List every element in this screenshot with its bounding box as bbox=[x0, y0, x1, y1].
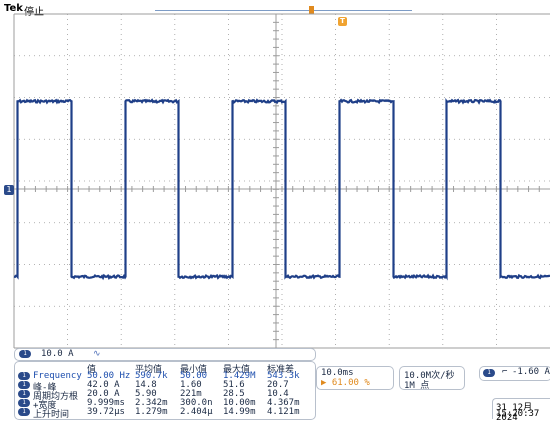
trigger-source-badge: 1 bbox=[483, 369, 495, 377]
bandwidth-limit-icon: ∿ bbox=[93, 349, 101, 359]
time: 15:20:37 bbox=[496, 409, 540, 419]
record-length: 1M 点 bbox=[404, 381, 430, 391]
measurement-max: 14.99m bbox=[223, 407, 256, 417]
measurement-value: 42.0 A bbox=[87, 380, 120, 390]
horizontal-position-track[interactable] bbox=[155, 10, 412, 11]
measurement-name: Frequency bbox=[33, 371, 82, 381]
time-per-division: 10.0ms bbox=[321, 368, 354, 378]
measurement-value: 20.0 A bbox=[87, 389, 120, 399]
measurement-value: 9.999ms bbox=[87, 398, 125, 408]
measurement-table[interactable]: 值 平均值 最小值 最大值 标准差 1 Frequency 50.00 Hz 5… bbox=[14, 361, 316, 420]
measurement-max: 1.429M bbox=[223, 371, 256, 381]
measurement-value: 50.00 Hz bbox=[87, 371, 131, 381]
column-header: 最小值 bbox=[180, 365, 208, 375]
measurement-mean: 14.8 bbox=[135, 380, 157, 390]
column-header: 标准差 bbox=[267, 365, 295, 375]
measurement-channel-badge: 1 bbox=[18, 408, 30, 416]
measurement-max: 51.6 bbox=[223, 380, 245, 390]
column-header: 最大值 bbox=[223, 365, 251, 375]
date-time-display: 31 12月 2024 15:20:37 bbox=[492, 398, 550, 423]
horizontal-position-value: 61.00 % bbox=[331, 378, 370, 388]
measurement-value: 39.72µs bbox=[87, 407, 125, 417]
trigger-level: -1.60 A bbox=[512, 367, 550, 377]
trigger-position-marker[interactable]: T bbox=[338, 17, 347, 26]
measurement-channel-badge: 1 bbox=[18, 390, 30, 398]
measurement-max: 10.00m bbox=[223, 398, 256, 408]
measurement-mean: 2.342m bbox=[135, 398, 168, 408]
measurement-channel-badge: 1 bbox=[18, 372, 30, 380]
measurement-name: 周期均方根 bbox=[33, 392, 79, 402]
measurement-mean: 5.90 bbox=[135, 389, 157, 399]
measurement-std: 4.367m bbox=[267, 398, 300, 408]
measurement-mean: 1.279m bbox=[135, 407, 168, 417]
measurement-channel-badge: 1 bbox=[18, 381, 30, 389]
measurement-row[interactable]: 1 上升时间 39.72µs 1.279m 2.404µ 14.99m 4.12… bbox=[15, 407, 315, 420]
measurement-name: 上升时间 bbox=[33, 410, 70, 420]
channel1-ground-marker[interactable]: 1 bbox=[4, 185, 14, 195]
sample-rate: 10.0M次/秒 bbox=[404, 371, 455, 381]
position-arrow-icon: ▶ bbox=[321, 378, 327, 388]
measurement-mean: 590.7k bbox=[135, 371, 168, 381]
measurement-row[interactable]: 1 周期均方根 20.0 A 5.90 221m 28.5 10.4 bbox=[15, 389, 315, 402]
channel1-waveform bbox=[13, 97, 550, 281]
brand-logo: Tek bbox=[4, 3, 23, 14]
channel1-scale-panel[interactable]: 1 10.0 A ∿ bbox=[14, 348, 316, 361]
measurement-min: 50.00 bbox=[180, 371, 208, 381]
measurement-row[interactable]: 1 峰-峰 42.0 A 14.8 1.60 51.6 20.7 bbox=[15, 380, 315, 393]
measurement-min: 300.0n bbox=[180, 398, 213, 408]
measurement-row[interactable]: 1 Frequency 50.00 Hz 590.7k 50.00 1.429M… bbox=[15, 371, 315, 381]
horizontal-timebase-panel[interactable]: 10.0ms ▶ 61.00 % bbox=[316, 366, 394, 390]
column-header: 值 bbox=[87, 365, 97, 375]
graticule bbox=[13, 13, 550, 349]
measurement-row[interactable]: 1 +宽度 9.999ms 2.342m 300.0n 10.00m 4.367… bbox=[15, 398, 315, 411]
top-status-bar: Tek 停止 T bbox=[0, 0, 550, 26]
horizontal-position-marker[interactable] bbox=[309, 6, 314, 14]
column-header: 平均值 bbox=[135, 365, 163, 375]
horizontal-position: ▶ 61.00 % bbox=[321, 378, 370, 388]
measurement-min: 221m bbox=[180, 389, 202, 399]
rising-edge-icon: ⌐ bbox=[502, 367, 508, 377]
measurement-std: 4.121m bbox=[267, 407, 300, 417]
channel1-scale: 10.0 A bbox=[41, 349, 74, 359]
trigger-panel[interactable]: 1 ⌐ -1.60 A bbox=[479, 366, 550, 381]
measurement-min: 1.60 bbox=[180, 380, 202, 390]
measurement-min: 2.404µ bbox=[180, 407, 213, 417]
measurement-max: 28.5 bbox=[223, 389, 245, 399]
measurement-name: +宽度 bbox=[33, 401, 57, 411]
acquisition-panel[interactable]: 10.0M次/秒 1M 点 bbox=[399, 366, 465, 391]
measurement-std: 20.7 bbox=[267, 380, 289, 390]
measurement-channel-badge: 1 bbox=[18, 399, 30, 407]
channel1-badge: 1 bbox=[19, 350, 31, 358]
measurement-std: 543.3k bbox=[267, 371, 300, 381]
measurement-name: 峰-峰 bbox=[33, 383, 57, 393]
measurement-std: 10.4 bbox=[267, 389, 289, 399]
acquisition-state: 停止 bbox=[24, 7, 44, 18]
